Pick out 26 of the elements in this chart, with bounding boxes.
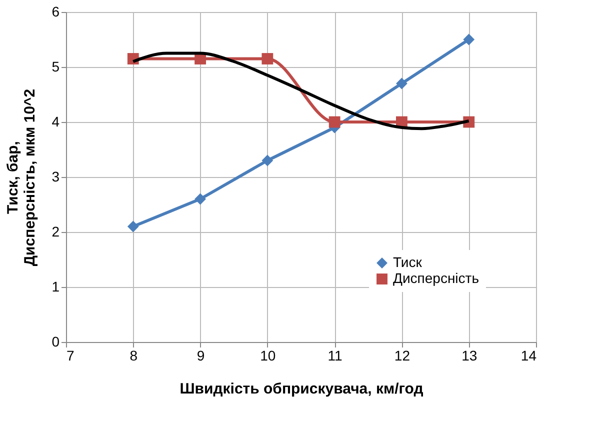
legend-label: Дисперсність — [393, 270, 480, 286]
y-tick-label: 6 — [52, 4, 60, 20]
y-tick-label: 3 — [52, 168, 60, 184]
y-tick-label: 1 — [52, 278, 60, 294]
y-tick-label: 5 — [52, 58, 60, 74]
point — [262, 53, 274, 64]
x-tick-label: 13 — [462, 348, 478, 364]
y-tick-label: 2 — [52, 224, 60, 240]
point — [194, 193, 206, 205]
x-tick-label: 12 — [394, 348, 410, 364]
x-tick-label: 9 — [196, 348, 205, 364]
point — [396, 78, 408, 90]
point — [328, 116, 340, 128]
x-tick-label: 7 — [66, 348, 74, 364]
x-tick-label: 14 — [520, 348, 537, 364]
y-axis-title: Тиск, бар, Дисперсність, мкм 10^2 — [4, 88, 39, 266]
x-axis-title: Швидкість обприскувача, км/год — [180, 380, 424, 398]
y-tick-label: 0 — [52, 334, 60, 350]
point — [127, 220, 139, 232]
y-tick-label: 4 — [52, 114, 60, 130]
point — [463, 34, 475, 46]
point — [262, 154, 274, 166]
x-tick-label: 10 — [260, 348, 276, 364]
x-tick-label: 11 — [328, 348, 343, 364]
x-tick-label: 8 — [130, 348, 138, 364]
legend-label: Тиск — [393, 254, 423, 270]
